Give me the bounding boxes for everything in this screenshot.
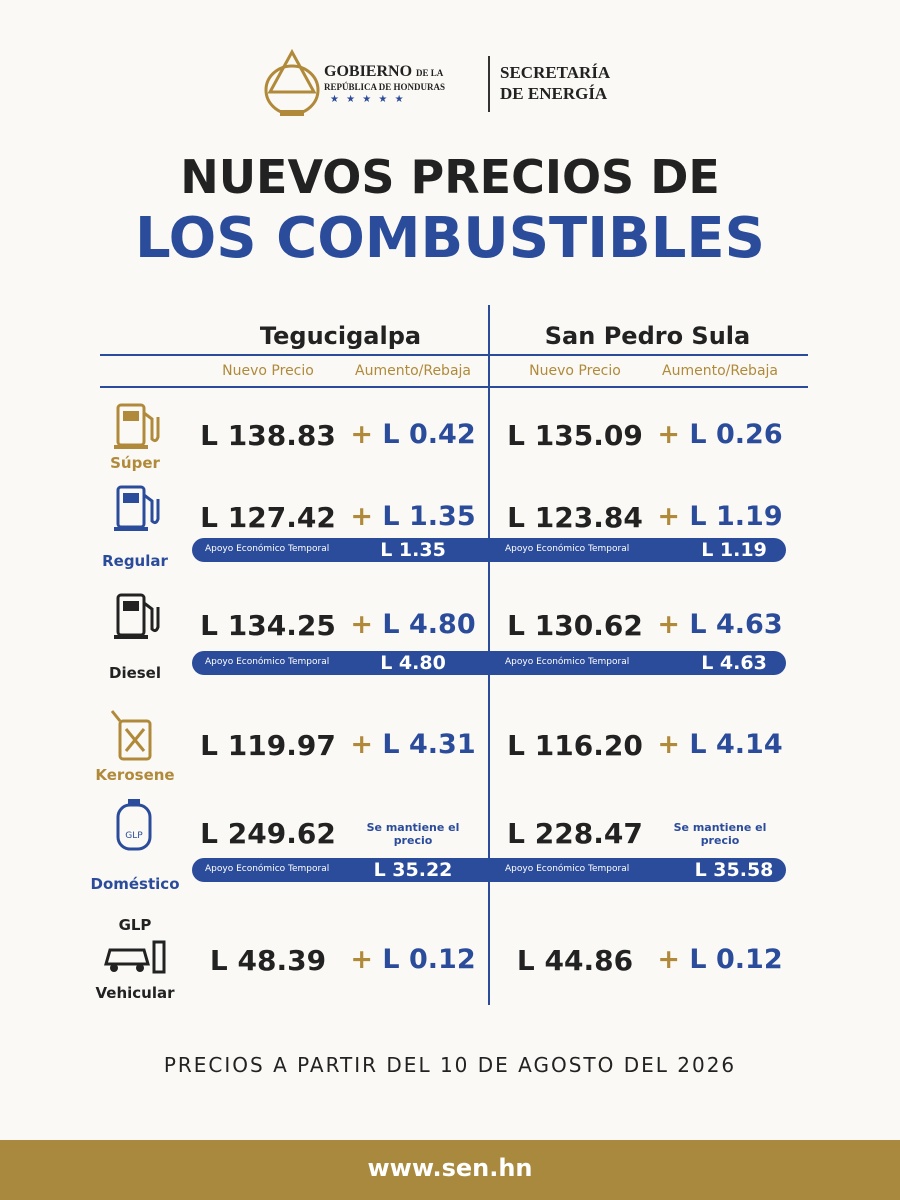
price: L 249.62 xyxy=(200,817,336,850)
note: Se mantiene el precio xyxy=(366,821,460,847)
title-line1: NUEVOS PRECIOS DE xyxy=(180,150,720,204)
apoyo-label: Apoyo Económico Temporal xyxy=(205,864,330,874)
fuel-icon xyxy=(114,403,160,449)
sign: + xyxy=(657,944,680,975)
change-value: L 4.31 xyxy=(382,729,476,760)
gov-suffix: DE LA xyxy=(416,68,444,78)
fuel-label: Kerosene xyxy=(95,766,175,784)
fuel-label: Regular xyxy=(102,552,168,570)
price: L 138.83 xyxy=(200,419,336,452)
change: + L 0.12 xyxy=(657,944,782,975)
price: L 116.20 xyxy=(507,729,643,762)
change: + L 4.31 xyxy=(350,729,475,760)
price: L 134.25 xyxy=(200,609,336,642)
apoyo-bar xyxy=(192,651,786,675)
apoyo-label: Apoyo Económico Temporal xyxy=(505,657,630,667)
fuel-icon xyxy=(114,593,160,639)
change: + L 0.12 xyxy=(350,944,475,975)
website[interactable]: www.sen.hn xyxy=(367,1154,533,1182)
fuel-icon xyxy=(114,485,160,531)
price: L 44.86 xyxy=(516,944,634,977)
change: + L 1.35 xyxy=(350,501,475,532)
apoyo-bar xyxy=(192,858,786,882)
column-header: Nuevo Precio xyxy=(222,363,314,379)
fuel-label: Vehicular xyxy=(95,984,175,1002)
sign: + xyxy=(350,609,373,640)
apoyo-value: L 4.80 xyxy=(380,652,446,674)
footer-band xyxy=(0,1140,900,1200)
price: L 228.47 xyxy=(507,817,643,850)
change-value: L 4.80 xyxy=(382,609,476,640)
gov-name-text: GOBIERNO xyxy=(324,63,413,80)
apoyo-label: Apoyo Económico Temporal xyxy=(205,657,330,667)
apoyo-value: L 35.22 xyxy=(373,859,453,881)
change: + L 0.42 xyxy=(350,419,475,450)
change-value: L 0.42 xyxy=(382,419,476,450)
change: + L 0.26 xyxy=(657,419,782,450)
apoyo-bar xyxy=(192,538,786,562)
price: L 135.09 xyxy=(507,419,643,452)
fuel-label: Diesel xyxy=(108,664,162,682)
rule xyxy=(100,354,808,356)
apoyo-value: L 35.58 xyxy=(694,859,774,881)
note: Se mantiene el precio xyxy=(673,821,767,847)
fuel-icon xyxy=(110,710,152,761)
change: + L 1.19 xyxy=(657,501,782,532)
sign: + xyxy=(350,729,373,760)
stars: ★ ★ ★ ★ ★ xyxy=(330,94,406,105)
price: L 127.42 xyxy=(200,501,336,534)
sign: + xyxy=(350,419,373,450)
change-value: L 4.63 xyxy=(689,609,783,640)
sign: + xyxy=(350,944,373,975)
sign: + xyxy=(657,419,680,450)
apoyo-value: L 4.63 xyxy=(701,652,767,674)
price: L 123.84 xyxy=(507,501,643,534)
change: + L 4.63 xyxy=(657,609,782,640)
change-value: L 0.26 xyxy=(689,419,783,450)
footer-date: PRECIOS A PARTIR DEL 10 DE AGOSTO DEL 20… xyxy=(163,1053,737,1077)
fuel-icon xyxy=(104,940,166,974)
sign: + xyxy=(657,609,680,640)
fuel-icon xyxy=(116,799,152,851)
coat-of-arms xyxy=(264,48,320,116)
apoyo-value: L 1.35 xyxy=(380,539,446,561)
gov-sub: REPÚBLICA DE HONDURAS xyxy=(324,82,446,92)
apoyo-label: Apoyo Económico Temporal xyxy=(505,544,630,554)
column-header: Aumento/Rebaja xyxy=(662,363,778,379)
apoyo-label: Apoyo Económico Temporal xyxy=(505,864,630,874)
price: L 119.97 xyxy=(200,729,336,762)
sign: + xyxy=(350,501,373,532)
header-divider xyxy=(488,56,490,112)
apoyo-label: Apoyo Económico Temporal xyxy=(205,544,330,554)
city-name: San Pedro Sula xyxy=(544,322,751,350)
fuel-label: Doméstico xyxy=(90,875,180,893)
icon-text: GLP xyxy=(125,831,143,841)
change-value: L 0.12 xyxy=(382,944,476,975)
column-header: Aumento/Rebaja xyxy=(355,363,471,379)
sign: + xyxy=(657,729,680,760)
rule xyxy=(100,386,808,388)
price: L 48.39 xyxy=(209,944,327,977)
city-name: Tegucigalpa xyxy=(259,322,422,350)
fuel-label-top: GLP xyxy=(118,916,152,934)
sign: + xyxy=(657,501,680,532)
change-value: L 0.12 xyxy=(689,944,783,975)
change: + L 4.80 xyxy=(350,609,475,640)
apoyo-value: L 1.19 xyxy=(701,539,767,561)
secretaria: SECRETARÍA xyxy=(500,63,611,82)
energia: DE ENERGÍA xyxy=(500,84,608,103)
price: L 130.62 xyxy=(507,609,643,642)
title-line2: LOS COMBUSTIBLES xyxy=(134,206,766,271)
change: + L 4.14 xyxy=(657,729,782,760)
fuel-label: Súper xyxy=(110,454,160,472)
change-value: L 1.19 xyxy=(689,501,783,532)
column-header: Nuevo Precio xyxy=(529,363,621,379)
change-value: L 4.14 xyxy=(689,729,783,760)
gov-name: GOBIERNO DE LA xyxy=(324,63,443,81)
change-value: L 1.35 xyxy=(382,501,476,532)
